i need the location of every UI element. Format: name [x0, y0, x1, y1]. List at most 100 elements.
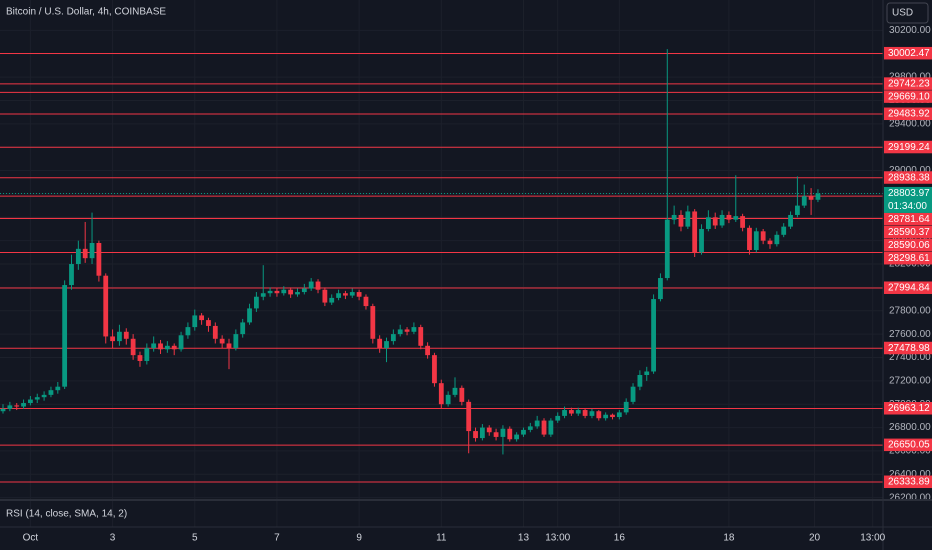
candle-body: [658, 278, 663, 300]
level-label: 29483.92: [888, 109, 930, 120]
x-tick-label: 7: [274, 533, 280, 544]
candle-body: [356, 292, 362, 297]
level-label: 29199.24: [888, 142, 930, 153]
level-label: 28781.64: [888, 214, 930, 225]
indicator-label[interactable]: RSI (14, close, SMA, 14, 2): [6, 509, 127, 520]
candle-body: [212, 325, 218, 339]
level-tag: [884, 46, 932, 60]
candle-body: [527, 426, 533, 430]
candle-body: [664, 219, 670, 279]
level-label: 29742.23: [888, 78, 930, 89]
y-tick-label: 26200.00: [889, 492, 931, 503]
candle-body: [329, 297, 335, 303]
candle-body: [75, 248, 81, 265]
candle-body: [370, 306, 376, 339]
last-price-label: 28803.97: [888, 188, 930, 199]
candle-body: [719, 214, 725, 226]
candle-body: [260, 293, 266, 297]
candle-body: [322, 289, 328, 303]
candle-body: [219, 338, 225, 344]
y-tick-label: 30200.00: [889, 25, 931, 36]
candle-body: [781, 226, 787, 235]
candle-body: [411, 327, 417, 332]
candle-body: [164, 345, 170, 350]
candle-body: [432, 355, 437, 384]
candle-body: [7, 405, 13, 409]
candle-body: [541, 420, 547, 435]
candle-body: [14, 405, 20, 407]
level-label: 28298.61: [888, 253, 930, 264]
level-tag: [884, 171, 932, 184]
x-tick-label: 13: [518, 533, 530, 544]
candle-body: [123, 331, 129, 339]
candle-body: [390, 334, 396, 342]
level-tag: [884, 225, 932, 239]
candle-body: [610, 414, 615, 418]
candle-body: [479, 427, 485, 439]
candle-body: [473, 431, 478, 439]
level-tag: [884, 77, 932, 90]
candle-body: [267, 290, 273, 294]
candle-body: [206, 320, 211, 326]
candle-body: [117, 331, 122, 342]
candle-body: [534, 420, 540, 427]
level-tag: [884, 438, 932, 452]
candle-body: [288, 289, 294, 295]
candle-body: [144, 348, 150, 361]
candle-body: [630, 386, 636, 402]
level-label: 26333.89: [888, 477, 930, 488]
candle-body: [103, 275, 109, 337]
candle-body: [151, 343, 157, 349]
candle-body: [753, 231, 759, 250]
candle-body: [295, 292, 300, 295]
candle-body: [425, 345, 430, 356]
candle-body: [569, 410, 574, 414]
candle-body: [445, 394, 451, 405]
y-tick-label: 26400.00: [889, 469, 931, 480]
y-tick-label: 27800.00: [889, 305, 931, 316]
candle-body: [623, 401, 629, 413]
level-label: 29669.10: [888, 91, 930, 102]
level-tag: [884, 238, 932, 252]
candle-body: [82, 248, 88, 259]
candle-body: [233, 334, 239, 349]
level-label: 30002.47: [888, 48, 930, 59]
candle-body: [514, 434, 520, 440]
level-label: 28590.37: [888, 227, 930, 238]
candle-body: [301, 288, 307, 293]
level-label: 28938.38: [888, 172, 930, 183]
countdown: 01:34:00: [888, 201, 927, 212]
candle-body: [34, 397, 40, 400]
candle-body: [226, 343, 232, 349]
candle-body: [774, 234, 780, 245]
level-label: 27478.98: [888, 343, 930, 354]
level-tag: [884, 140, 932, 154]
y-tick-label: 29400.00: [889, 118, 931, 129]
x-tick-label: 20: [809, 533, 821, 544]
x-tick-label: 13:00: [545, 533, 570, 544]
candle-body: [555, 415, 561, 421]
level-tag: [884, 251, 932, 265]
candle-body: [767, 240, 773, 245]
candle-body: [582, 410, 588, 416]
candle-body: [308, 281, 314, 289]
candle-body: [712, 217, 718, 226]
y-tick-label: 29800.00: [889, 72, 931, 83]
candle-body: [336, 293, 341, 298]
candle-body: [486, 427, 492, 433]
candle-body: [815, 193, 821, 200]
y-tick-label: 27400.00: [889, 352, 931, 363]
candle-body: [801, 196, 807, 206]
candle-body: [575, 410, 581, 414]
candle-body: [493, 432, 499, 437]
candle-body: [281, 289, 287, 294]
currency[interactable]: USD: [892, 8, 913, 19]
y-tick-label: 29000.00: [889, 165, 931, 176]
currency-button[interactable]: [886, 2, 929, 24]
candle-body: [28, 399, 33, 404]
candle-body: [418, 327, 424, 346]
candle-body: [247, 308, 252, 323]
candle-body: [794, 205, 800, 215]
x-tick-label: 18: [723, 533, 735, 544]
